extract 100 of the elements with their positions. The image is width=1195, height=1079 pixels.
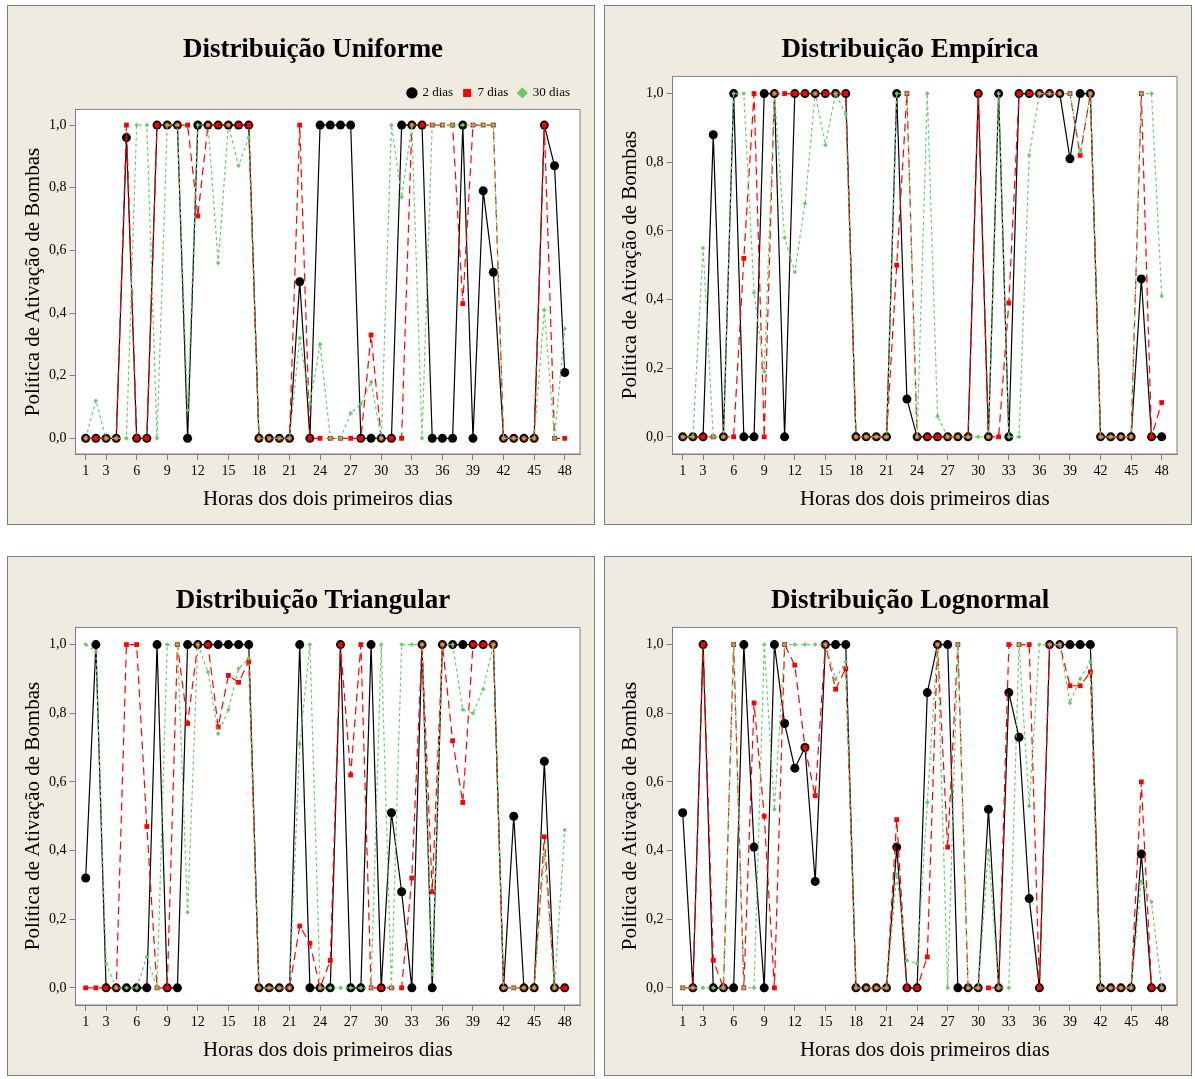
x-tick-label: 42 bbox=[496, 1014, 511, 1030]
x-tick-label: 48 bbox=[1154, 1014, 1169, 1030]
y-tick-label: 0,8 bbox=[646, 153, 664, 169]
x-axis-title: Horas dos dois primeiros dias bbox=[799, 485, 1050, 510]
x-tick-label: 39 bbox=[465, 1014, 480, 1030]
y-tick-label: 0,0 bbox=[49, 979, 67, 995]
y-tick-label: 1,0 bbox=[646, 85, 664, 101]
x-tick-label: 3 bbox=[699, 1014, 707, 1030]
x-tick-label: 39 bbox=[465, 463, 480, 479]
x-tick-label: 33 bbox=[404, 1014, 419, 1030]
x-tick-label: 6 bbox=[133, 463, 141, 479]
y-tick-label: 0,2 bbox=[49, 367, 67, 383]
y-tick-label: 0,0 bbox=[49, 430, 67, 446]
x-tick-label: 24 bbox=[313, 1014, 328, 1030]
y-tick-label: 0,4 bbox=[646, 842, 664, 858]
x-tick-label: 21 bbox=[282, 463, 297, 479]
x-tick-label: 36 bbox=[1032, 1014, 1047, 1030]
x-tick-label: 30 bbox=[374, 1014, 389, 1030]
x-tick-label: 6 bbox=[730, 1014, 738, 1030]
x-tick-label: 48 bbox=[557, 463, 572, 479]
x-tick-label: 24 bbox=[910, 1014, 925, 1030]
y-tick-label: 0,8 bbox=[646, 704, 664, 720]
x-tick-label: 27 bbox=[343, 1014, 358, 1030]
x-axis-title: Horas dos dois primeiros dias bbox=[202, 485, 453, 510]
x-tick-label: 12 bbox=[787, 463, 802, 479]
x-tick-label: 12 bbox=[190, 1014, 205, 1030]
y-tick-label: 0,4 bbox=[49, 842, 67, 858]
y-tick-label: 0,2 bbox=[646, 910, 664, 926]
chart-title: Distribuição Uniforme bbox=[182, 33, 444, 64]
x-tick-label: 21 bbox=[282, 1014, 297, 1030]
legend-label: 2 dias bbox=[422, 84, 454, 100]
x-tick-label: 30 bbox=[374, 463, 389, 479]
chart-title: Distribuição Triangular bbox=[175, 584, 451, 615]
x-tick-label: 12 bbox=[787, 1014, 802, 1030]
y-tick-label: 1,0 bbox=[49, 116, 67, 132]
x-tick-label: 27 bbox=[940, 1014, 955, 1030]
x-tick-label: 33 bbox=[404, 463, 419, 479]
chart-title: Distribuição Empírica bbox=[781, 33, 1040, 64]
legend-label: 7 dias bbox=[477, 84, 509, 100]
x-tick-label: 36 bbox=[1032, 463, 1047, 479]
y-tick-label: 0,8 bbox=[49, 179, 67, 195]
x-tick-label: 30 bbox=[971, 463, 986, 479]
y-tick-label: 0,4 bbox=[646, 291, 664, 307]
chart-title: Distribuição Lognormal bbox=[770, 584, 1050, 615]
x-tick-label: 39 bbox=[1062, 1014, 1077, 1030]
y-tick-label: 0,6 bbox=[646, 222, 664, 238]
x-tick-label: 33 bbox=[1001, 1014, 1016, 1030]
x-tick-label: 48 bbox=[1154, 463, 1169, 479]
x-tick-label: 27 bbox=[343, 463, 358, 479]
x-tick-label: 1 bbox=[679, 1014, 687, 1030]
x-tick-label: 15 bbox=[221, 1014, 236, 1030]
x-tick-label: 45 bbox=[527, 1014, 542, 1030]
x-tick-label: 18 bbox=[251, 463, 266, 479]
x-tick-label: 27 bbox=[940, 463, 955, 479]
x-tick-label: 33 bbox=[1001, 463, 1016, 479]
x-tick-label: 18 bbox=[848, 1014, 863, 1030]
x-tick-label: 15 bbox=[818, 1014, 833, 1030]
y-tick-label: 0,6 bbox=[49, 773, 67, 789]
x-tick-label: 9 bbox=[760, 463, 768, 479]
y-tick-label: 0,2 bbox=[49, 910, 67, 926]
x-tick-label: 45 bbox=[527, 463, 542, 479]
x-tick-label: 42 bbox=[1093, 1014, 1108, 1030]
x-tick-label: 36 bbox=[435, 1014, 450, 1030]
x-tick-label: 48 bbox=[557, 1014, 572, 1030]
y-axis-title: Política de Ativação de Bombas bbox=[617, 682, 641, 951]
x-tick-label: 6 bbox=[133, 1014, 141, 1030]
x-tick-label: 3 bbox=[102, 463, 110, 479]
x-tick-label: 21 bbox=[879, 1014, 894, 1030]
y-axis-title: Política de Ativação de Bombas bbox=[617, 131, 641, 400]
x-tick-label: 21 bbox=[879, 463, 894, 479]
y-tick-label: 0,6 bbox=[49, 242, 67, 258]
x-tick-label: 24 bbox=[313, 463, 328, 479]
x-tick-label: 6 bbox=[730, 463, 738, 479]
y-axis-title: Política de Ativação de Bombas bbox=[20, 147, 44, 416]
legend-label: 30 dias bbox=[532, 84, 571, 100]
x-tick-label: 15 bbox=[818, 463, 833, 479]
x-tick-label: 30 bbox=[971, 1014, 986, 1030]
x-tick-label: 1 bbox=[82, 1014, 90, 1030]
x-tick-label: 42 bbox=[1093, 463, 1108, 479]
x-tick-label: 1 bbox=[82, 463, 90, 479]
x-tick-label: 3 bbox=[699, 463, 707, 479]
y-tick-label: 0,8 bbox=[49, 704, 67, 720]
y-tick-label: 0,0 bbox=[646, 428, 664, 444]
x-tick-label: 45 bbox=[1124, 1014, 1139, 1030]
x-tick-label: 24 bbox=[910, 463, 925, 479]
x-tick-label: 15 bbox=[221, 463, 236, 479]
y-tick-label: 0,2 bbox=[646, 359, 664, 375]
y-tick-label: 0,0 bbox=[646, 979, 664, 995]
x-tick-label: 12 bbox=[190, 463, 205, 479]
x-tick-label: 9 bbox=[760, 1014, 768, 1030]
y-tick-label: 0,4 bbox=[49, 304, 67, 320]
y-tick-label: 0,6 bbox=[646, 773, 664, 789]
x-tick-label: 9 bbox=[163, 1014, 171, 1030]
y-axis-title: Política de Ativação de Bombas bbox=[20, 682, 44, 951]
x-tick-label: 42 bbox=[496, 463, 511, 479]
x-axis-title: Horas dos dois primeiros dias bbox=[799, 1036, 1050, 1061]
x-tick-label: 18 bbox=[848, 463, 863, 479]
x-tick-label: 3 bbox=[102, 1014, 110, 1030]
x-axis-title: Horas dos dois primeiros dias bbox=[202, 1036, 453, 1061]
y-tick-label: 1,0 bbox=[646, 636, 664, 652]
